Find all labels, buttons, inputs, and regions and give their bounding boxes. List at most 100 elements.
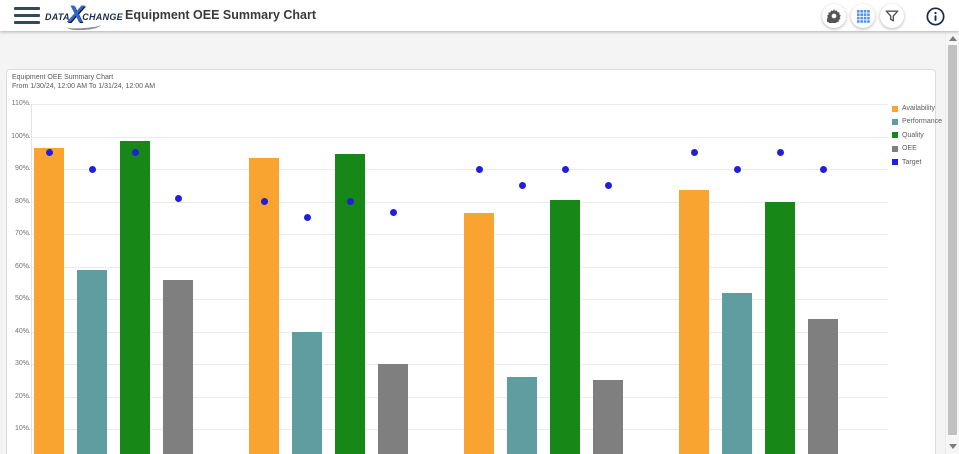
bar-oee-mazak[interactable]: [593, 380, 623, 454]
target-dot-makino-quality[interactable]: [131, 149, 139, 157]
bar-oee-plc[interactable]: [808, 318, 838, 454]
y-tick-mark: [26, 136, 30, 138]
target-dot-mazak-availability[interactable]: [475, 165, 483, 173]
chart-card: Equipment OEE Summary Chart From 1/30/24…: [6, 69, 942, 454]
bar-availability-mazak[interactable]: [464, 212, 494, 454]
gridline: [31, 136, 888, 138]
gridline: [31, 266, 888, 268]
legend-swatch-oee: [892, 145, 898, 152]
legend-item-target[interactable]: Target: [892, 157, 921, 167]
legend-swatch-performance: [892, 118, 898, 125]
bar-availability-840d[interactable]: [249, 157, 279, 454]
scrollbar-thumb[interactable]: [948, 45, 957, 435]
gridline: [31, 396, 888, 398]
grid-glyph: [856, 9, 870, 23]
legend-item-performance[interactable]: Performance: [892, 117, 942, 127]
y-tick-label: 10%: [14, 425, 29, 432]
bar-performance-mazak[interactable]: [507, 377, 537, 454]
bar-quality-plc[interactable]: [765, 201, 795, 454]
y-tick-label: 70%: [14, 230, 29, 237]
menu-hamburger-icon[interactable]: [14, 7, 40, 24]
legend-item-oee[interactable]: OEE: [892, 144, 917, 154]
target-dot-makino-performance[interactable]: [88, 165, 96, 173]
y-tick-mark: [26, 331, 30, 333]
legend-swatch-target: [892, 159, 898, 166]
target-dot-840d-availability[interactable]: [260, 198, 268, 205]
logo-word-data: DATA: [45, 12, 70, 22]
y-tick-mark: [26, 234, 30, 235]
y-tick-mark: [26, 429, 30, 430]
target-dot-840d-performance[interactable]: [303, 214, 311, 222]
settings-gear-icon[interactable]: [822, 4, 846, 28]
legend-label: Quality: [902, 131, 924, 139]
logo-word-change: CHANGE: [82, 12, 123, 22]
vertical-scrollbar[interactable]: [945, 31, 959, 454]
bar-quality-mazak[interactable]: [550, 199, 580, 454]
target-dot-plc-quality[interactable]: [776, 149, 784, 157]
data-grid-icon[interactable]: [851, 4, 875, 28]
gridline: [31, 201, 888, 203]
target-dot-plc-oee[interactable]: [819, 165, 827, 173]
scrollbar-down-arrow-icon[interactable]: [949, 444, 957, 449]
y-tick-label: 80%: [14, 197, 29, 205]
top-bar: DATA X CHANGE Equipment OEE Summary Char…: [0, 0, 959, 32]
scrollbar-up-arrow-icon[interactable]: [949, 36, 957, 41]
legend-item-quality[interactable]: Quality: [892, 130, 924, 140]
target-dot-makino-oee[interactable]: [174, 194, 182, 202]
gridline: [31, 299, 888, 300]
gridline: [31, 104, 888, 105]
legend-label: OEE: [902, 145, 917, 153]
target-dot-plc-availability[interactable]: [690, 149, 698, 157]
legend-item-availability[interactable]: Availability: [892, 104, 935, 114]
y-tick-mark: [26, 104, 30, 105]
logo-x: X: [67, 1, 85, 28]
bar-performance-840d[interactable]: [292, 331, 322, 454]
target-dot-plc-performance[interactable]: [733, 165, 741, 173]
bar-performance-makino[interactable]: [77, 269, 107, 454]
y-axis-line: [31, 104, 32, 454]
dataxchange-logo: DATA X CHANGE: [45, 1, 123, 32]
filter-funnel-icon[interactable]: [880, 4, 904, 28]
y-tick-mark: [26, 169, 30, 170]
y-tick-mark: [26, 201, 30, 203]
target-dot-mazak-quality[interactable]: [561, 165, 569, 173]
chart-title: Equipment OEE Summary Chart: [12, 74, 114, 81]
target-dot-mazak-performance[interactable]: [518, 181, 526, 189]
y-tick-mark: [26, 364, 30, 365]
y-tick-label: 40%: [14, 327, 29, 335]
chart-plot-area: 0%10%20%30%40%50%60%70%80%90%100%110%Mak…: [7, 70, 942, 454]
gridline: [31, 364, 888, 365]
y-tick-label: 100%: [11, 132, 29, 140]
y-tick-mark: [26, 299, 30, 300]
bar-availability-plc[interactable]: [679, 190, 709, 454]
bar-oee-840d[interactable]: [378, 364, 408, 454]
page-title: Equipment OEE Summary Chart: [125, 8, 317, 22]
target-dot-makino-availability[interactable]: [45, 149, 53, 157]
legend-swatch-quality: [892, 132, 898, 139]
y-tick-label: 110%: [11, 100, 29, 107]
header-actions: [822, 4, 947, 28]
gridline: [31, 169, 888, 170]
gridline: [31, 429, 888, 430]
y-tick-label: 20%: [14, 392, 29, 400]
target-dot-840d-oee[interactable]: [389, 209, 397, 217]
legend-label: Availability: [902, 105, 935, 112]
bar-quality-makino[interactable]: [120, 141, 150, 454]
y-tick-mark: [26, 396, 30, 398]
bar-oee-makino[interactable]: [163, 279, 193, 454]
bar-performance-plc[interactable]: [722, 292, 752, 454]
target-dot-mazak-oee[interactable]: [604, 181, 612, 189]
gridline: [31, 331, 888, 333]
y-tick-label: 30%: [14, 360, 29, 367]
y-tick-label: 60%: [14, 262, 29, 270]
content-area: Equipment OEE Summary Chart From 1/30/24…: [0, 31, 945, 454]
gridline: [31, 234, 888, 235]
bar-availability-makino[interactable]: [34, 147, 64, 454]
legend-label: Target: [902, 158, 922, 166]
y-tick-label: 50%: [14, 295, 29, 302]
target-dot-840d-quality[interactable]: [346, 198, 354, 205]
info-icon[interactable]: [923, 4, 947, 28]
y-tick-mark: [26, 266, 30, 268]
legend-label: Performance: [902, 118, 943, 126]
